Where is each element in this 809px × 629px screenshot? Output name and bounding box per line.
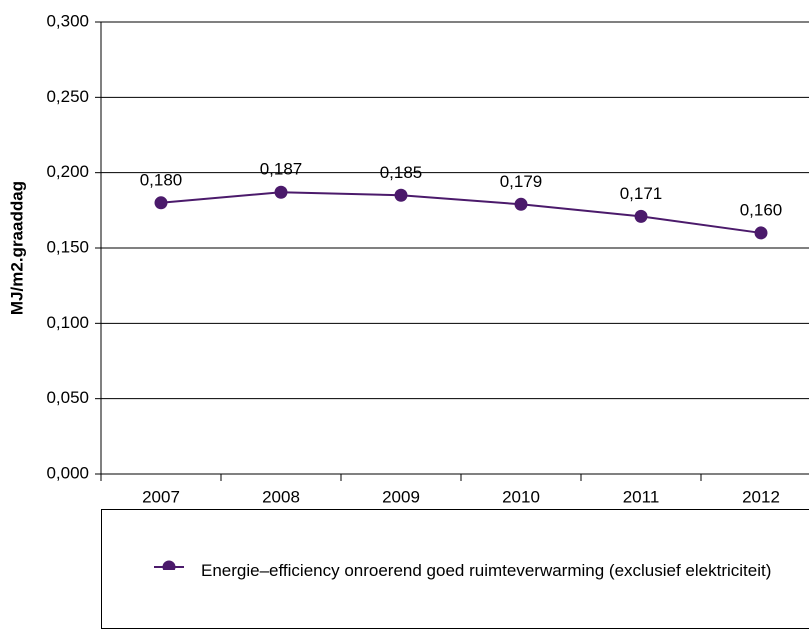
data-label: 0,187 [260,160,303,179]
data-point [514,197,528,211]
x-tick-label: 2007 [142,487,180,506]
data-label: 0,179 [500,172,543,191]
data-label: 0,180 [140,170,183,189]
y-tick-label: 0,050 [46,388,89,407]
data-point [394,188,408,202]
legend-dot [162,560,176,570]
y-axis-label: MJ/m2.graaddag [7,181,26,315]
data-label: 0,171 [620,184,663,203]
x-tick-label: 2011 [623,487,660,506]
legend-marker [154,560,184,570]
y-tick-label: 0,250 [46,87,89,106]
series-line [160,191,762,234]
y-tick-label: 0,300 [46,11,89,30]
chart: MJ/m2.graaddag 0,000 0,050 0,100 0,150 0,200… [7,11,809,506]
y-tick-label: 0,200 [46,162,89,181]
data-label: 0,185 [380,163,423,182]
data-point [754,226,768,240]
x-tick-label: 2012 [742,487,780,506]
data-point [154,196,168,210]
y-tick-label: 0,150 [46,237,89,256]
legend-label: Energie–efficiency onroerend goed ruimte… [201,561,772,580]
data-point [634,209,648,223]
data-point [274,185,288,199]
y-tick-label: 0,000 [46,463,89,482]
x-tick-label: 2010 [502,487,540,506]
y-tick-label: 0,100 [46,313,89,332]
page: {"chart_data": {"type": "line", "y_label… [7,11,809,629]
x-tick-label: 2009 [382,487,420,506]
legend: Energie–efficiency onroerend goed ruimte… [101,509,809,629]
data-label: 0,160 [740,200,783,219]
x-tick-label: 2008 [262,487,300,506]
